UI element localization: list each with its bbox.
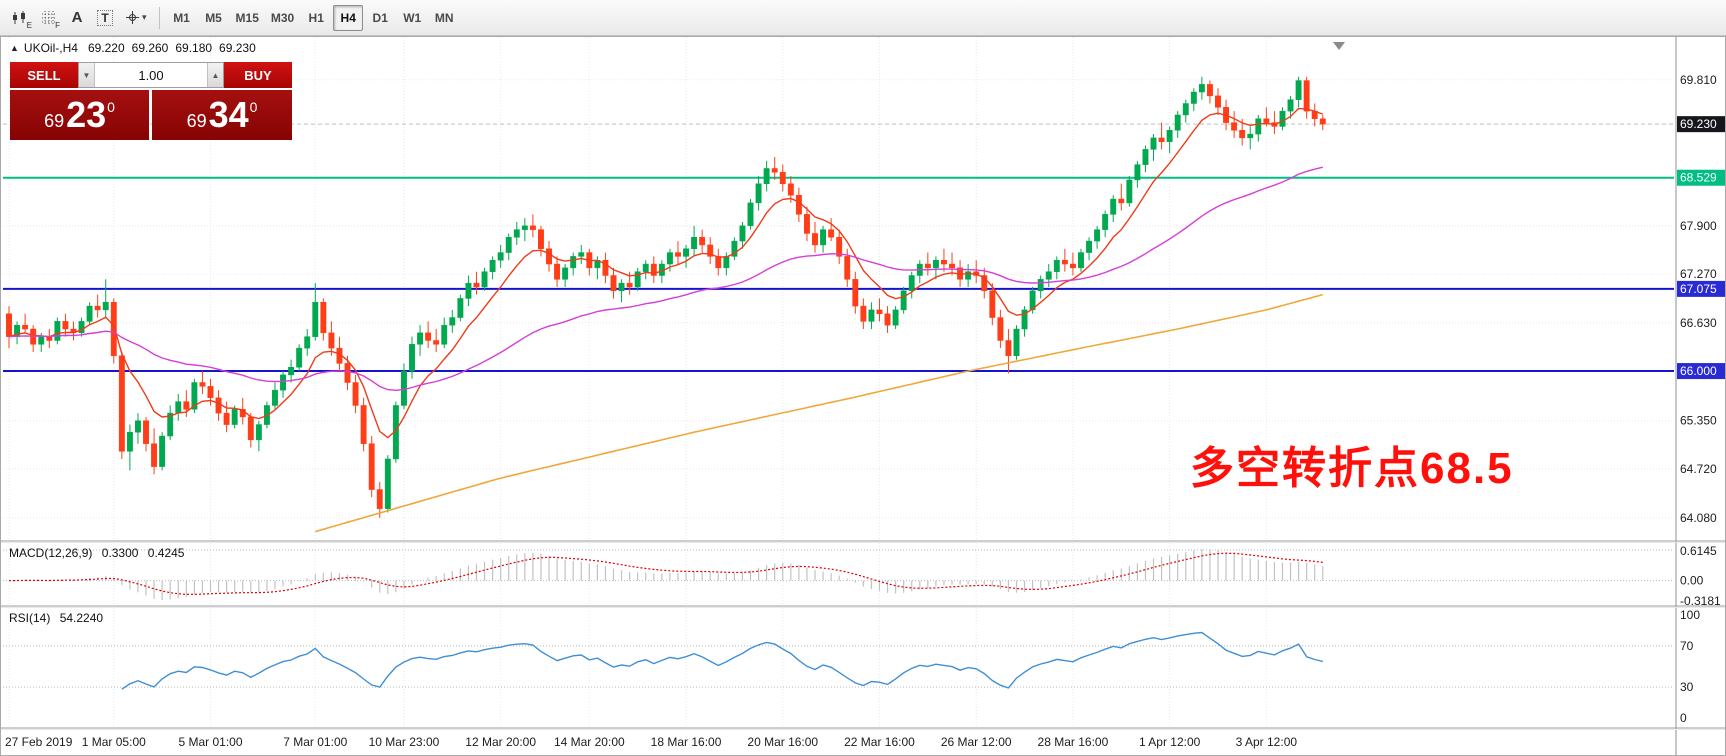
one-click-trading-panel: SELL ▼ 1.00 ▲ BUY 69 23 0 69 34 0 [10,62,292,140]
time-axis[interactable]: 27 Feb 2019 1 Mar 05:00 5 Mar 01:00 7 Mar 0… [5,735,1297,749]
horizontal-level-lines[interactable] [3,176,1674,373]
macd-signal-value: 0.4245 [147,546,185,560]
bar-low-value: 69.180 [175,41,213,55]
svg-text:7 Mar 01:00: 7 Mar 01:00 [283,735,347,749]
svg-text:12 Mar 20:00: 12 Mar 20:00 [465,735,536,749]
chart-tools-group: E F A T ▾ [6,5,152,31]
svg-text:70: 70 [1680,639,1694,653]
timeframe-D1[interactable]: D1 [365,5,395,31]
grid-icon [42,10,56,25]
grid-icon-button[interactable]: F [36,5,62,31]
chart-shift-marker-icon[interactable] [1333,42,1345,50]
crosshair-icon [126,11,139,24]
volume-value[interactable]: 1.00 [138,67,164,83]
timeframe-MN[interactable]: MN [429,5,459,31]
buy-price-handle: 69 [186,110,207,131]
rsi-label: RSI(14) 54.2240 [9,611,103,625]
svg-text:-0.3181: -0.3181 [1680,594,1721,608]
svg-text:64.080: 64.080 [1680,511,1717,525]
bar-chart-icon [13,10,25,24]
toolbar-separator [158,6,160,29]
candles-layer [6,76,1326,518]
svg-text:68.529: 68.529 [1680,171,1717,185]
buy-price-point: 0 [249,99,258,115]
macd-title: MACD(12,26,9) [9,546,93,560]
svg-text:67.075: 67.075 [1680,282,1717,296]
timeframe-M1[interactable]: M1 [167,5,197,31]
svg-text:69.230: 69.230 [1680,117,1717,131]
svg-text:67.900: 67.900 [1680,219,1717,233]
svg-text:1 Apr 12:00: 1 Apr 12:00 [1139,735,1201,749]
svg-text:69.810: 69.810 [1680,73,1717,87]
bar-chart-icon-button[interactable]: E [6,5,34,31]
svg-text:0: 0 [1680,711,1687,725]
crosshair-button[interactable]: ▾ [120,5,152,31]
svg-text:66.630: 66.630 [1680,316,1717,330]
svg-text:0.6145: 0.6145 [1680,544,1717,558]
bar-high-value: 69.260 [131,41,169,55]
text-box-icon: T [97,9,113,26]
timeframe-W1[interactable]: W1 [397,5,427,31]
timeframe-M30[interactable]: M30 [266,5,299,31]
svg-text:27 Feb 2019: 27 Feb 2019 [5,735,73,749]
rsi-scale[interactable]: 100 70 30 0 [1680,608,1700,725]
chevron-down-icon[interactable]: ▾ [142,12,147,22]
svg-text:0.00: 0.00 [1680,574,1704,588]
symbol-info-bar: ▲ UKOil-,H4 69.220 69.260 69.180 69.230 [10,41,263,55]
svg-text:30: 30 [1680,680,1694,694]
svg-text:14 Mar 20:00: 14 Mar 20:00 [554,735,625,749]
timeframe-H4[interactable]: H4 [333,4,364,31]
svg-text:18 Mar 16:00: 18 Mar 16:00 [651,735,722,749]
sell-price-pips: 23 [66,94,107,135]
grid-layer [3,37,1674,727]
symbol-name: UKOil-,H4 [23,41,78,55]
timeframe-H1[interactable]: H1 [301,5,331,31]
svg-text:5 Mar 01:00: 5 Mar 01:00 [178,735,242,749]
svg-text:64.720: 64.720 [1680,462,1717,476]
svg-text:1 Mar 05:00: 1 Mar 05:00 [82,735,146,749]
svg-text:3 Apr 12:00: 3 Apr 12:00 [1236,735,1298,749]
macd-main-value: 0.3300 [101,546,139,560]
volume-stepper[interactable]: ▼ 1.00 ▲ [78,62,224,88]
toolbar: E F A T ▾ M1 M5 M15 M30 H1 H4 D1 W1 [0,0,1726,36]
sell-button[interactable]: SELL [10,62,78,88]
macd-scale[interactable]: 0.6145 0.00 -0.3181 [1680,544,1721,608]
timeframe-M15[interactable]: M15 [231,5,264,31]
rsi-title: RSI(14) [9,611,51,625]
buy-price-display[interactable]: 69 34 0 [152,90,292,140]
price-scale[interactable]: 69.810 67.900 67.270 66.630 65.350 64.720 64.0… [1677,73,1726,525]
volume-decrease-button[interactable]: ▼ [79,63,95,87]
timeframe-group: M1 M5 M15 M30 H1 H4 D1 W1 MN [167,4,460,31]
timeframe-M5[interactable]: M5 [199,5,229,31]
buy-button[interactable]: BUY [224,62,292,88]
svg-text:65.350: 65.350 [1680,414,1717,428]
one-click-collapse-icon[interactable]: ▲ [10,43,19,53]
svg-text:10 Mar 23:00: 10 Mar 23:00 [369,735,440,749]
sell-price-point: 0 [107,99,115,115]
text-label-icon: A [71,9,83,26]
macd-label: MACD(12,26,9) 0.3300 0.4245 [9,546,184,560]
svg-text:20 Mar 16:00: 20 Mar 16:00 [747,735,818,749]
bar-open-value: 69.220 [87,41,125,55]
sell-price-display[interactable]: 69 23 0 [10,90,149,140]
svg-text:100: 100 [1680,608,1700,622]
icon-subscript: E [26,20,32,30]
text-label-button[interactable]: A [64,5,90,31]
bar-close-value: 69.230 [219,41,256,55]
buy-price-pips: 34 [208,94,249,135]
macd-histogram [16,549,1324,600]
svg-text:22 Mar 16:00: 22 Mar 16:00 [844,735,915,749]
text-box-button[interactable]: T [92,5,118,31]
volume-increase-button[interactable]: ▲ [207,63,223,87]
svg-text:26 Mar 12:00: 26 Mar 12:00 [941,735,1012,749]
svg-text:66.000: 66.000 [1680,364,1717,378]
chart-annotation-text: 多空转折点68.5 [1190,444,1514,493]
moving-averages-layer [8,107,1324,533]
icon-subscript: F [55,20,60,30]
svg-text:28 Mar 16:00: 28 Mar 16:00 [1038,735,1109,749]
rsi-value: 54.2240 [59,611,104,625]
svg-text:67.270: 67.270 [1680,267,1717,281]
sell-price-handle: 69 [44,110,65,131]
